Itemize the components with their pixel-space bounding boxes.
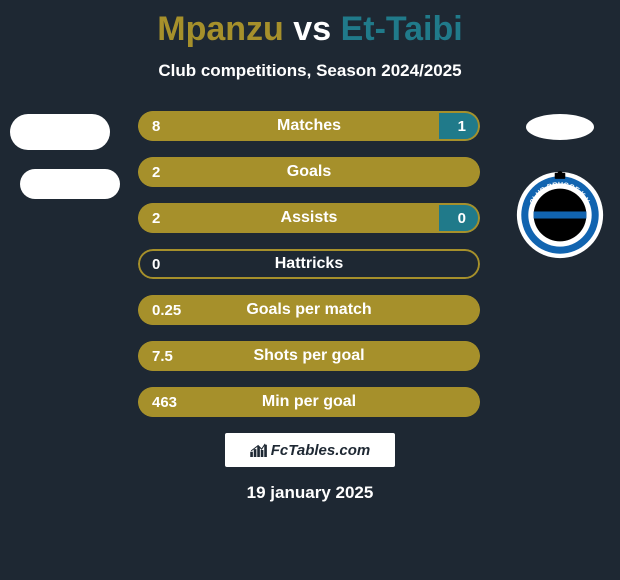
stat-row: 0Hattricks: [138, 249, 480, 279]
stat-label: Goals: [138, 157, 480, 187]
player2-name: Et-Taibi: [341, 10, 463, 48]
player1-name: Mpanzu: [157, 10, 284, 48]
fctables-branding[interactable]: FcTables.com: [225, 433, 395, 467]
date-text: 19 january 2025: [0, 483, 620, 503]
stat-value-player2: 1: [458, 111, 466, 141]
stat-row: 8Matches1: [138, 111, 480, 141]
fctables-icon: [250, 443, 268, 457]
stat-label: Matches: [138, 111, 480, 141]
stat-label: Min per goal: [138, 387, 480, 417]
player2-badge: [526, 114, 594, 140]
stat-label: Hattricks: [138, 249, 480, 279]
vs-text: vs: [293, 10, 331, 48]
stat-row: 463Min per goal: [138, 387, 480, 417]
stat-value-player2: 0: [458, 203, 466, 233]
club-crest: CLUB BRUGGE K.V.: [516, 171, 604, 259]
club-brugge-icon: CLUB BRUGGE K.V.: [516, 171, 604, 259]
stat-label: Goals per match: [138, 295, 480, 325]
stat-label: Shots per goal: [138, 341, 480, 371]
fctables-label: FcTables.com: [271, 442, 370, 459]
comparison-title: Mpanzu vs Et-Taibi: [0, 0, 620, 49]
content-area: CLUB BRUGGE K.V. 8Matches1 2Goals 2Assists…: [0, 111, 620, 417]
stat-row: 2Goals: [138, 157, 480, 187]
player1-badge: [10, 114, 110, 150]
player1-badge-secondary: [20, 169, 120, 199]
stat-row: 2Assists0: [138, 203, 480, 233]
stat-label: Assists: [138, 203, 480, 233]
stat-row: 7.5Shots per goal: [138, 341, 480, 371]
stat-rows-container: 8Matches12Goals2Assists00Hattricks0.25Go…: [138, 111, 480, 417]
subtitle: Club competitions, Season 2024/2025: [0, 61, 620, 81]
stat-row: 0.25Goals per match: [138, 295, 480, 325]
